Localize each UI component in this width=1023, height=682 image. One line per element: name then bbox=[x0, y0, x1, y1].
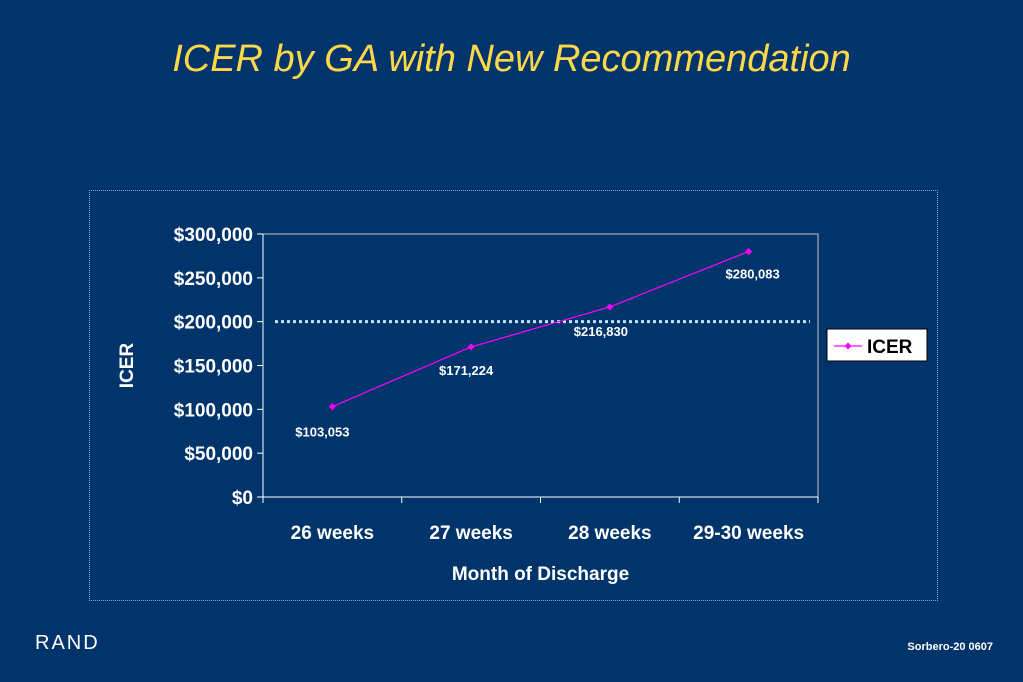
y-tick-label: $100,000 bbox=[174, 400, 253, 421]
data-point bbox=[467, 343, 475, 351]
y-tick-label: $50,000 bbox=[184, 444, 253, 465]
y-tick-label: $250,000 bbox=[174, 269, 253, 290]
x-tick-label: 28 weeks bbox=[568, 523, 651, 544]
y-axis-title: ICER bbox=[117, 343, 138, 389]
x-tick-label: 27 weeks bbox=[429, 523, 512, 544]
x-tick-label: 26 weeks bbox=[291, 523, 374, 544]
legend-box bbox=[826, 328, 928, 362]
y-tick-label: $200,000 bbox=[174, 313, 253, 334]
slide-code: Sorbero-20 0607 bbox=[907, 641, 993, 653]
data-label: $280,083 bbox=[726, 266, 780, 281]
data-point bbox=[606, 303, 614, 311]
data-label: $216,830 bbox=[574, 324, 628, 339]
y-tick-label: $150,000 bbox=[174, 357, 253, 378]
data-point bbox=[745, 247, 753, 255]
x-tick-label: 29-30 weeks bbox=[693, 523, 804, 544]
rand-logo: RAND bbox=[35, 632, 100, 654]
x-axis-title: Month of Discharge bbox=[452, 564, 629, 585]
slide-title: ICER by GA with New Recommendation bbox=[172, 38, 851, 80]
legend-entry-icer: ICER bbox=[867, 337, 913, 358]
legend-swatch-marker bbox=[844, 342, 852, 350]
chart-frame bbox=[89, 190, 938, 601]
data-point bbox=[328, 403, 336, 411]
data-label: $171,224 bbox=[439, 363, 494, 378]
series-line-icer bbox=[332, 250, 749, 408]
y-tick-label: $0 bbox=[232, 488, 253, 509]
y-tick-label: $300,000 bbox=[174, 225, 253, 246]
data-label: $103,053 bbox=[295, 425, 349, 440]
